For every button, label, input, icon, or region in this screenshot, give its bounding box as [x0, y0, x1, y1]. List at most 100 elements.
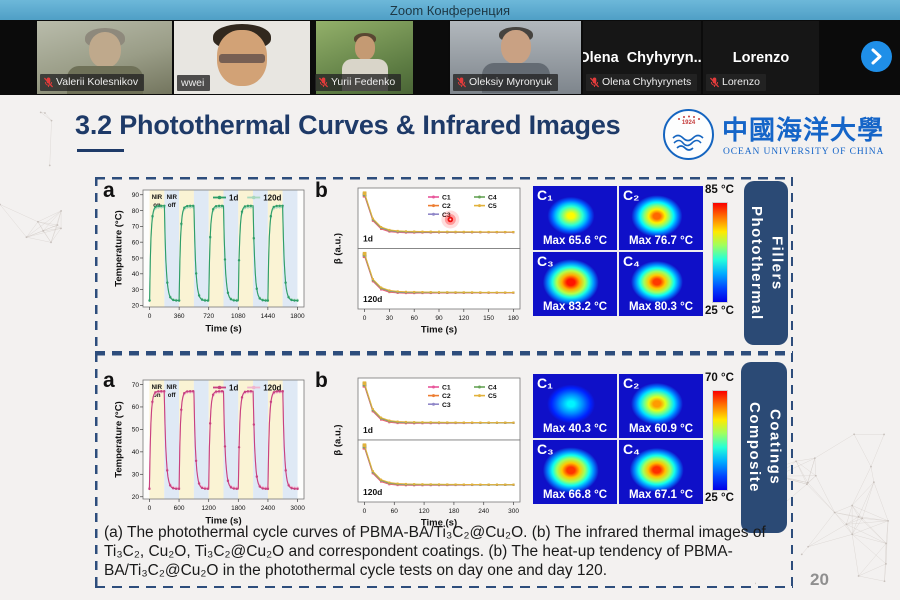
svg-text:C5: C5 [488, 203, 497, 210]
ir-cell-label: C₂ [623, 375, 640, 391]
svg-text:1d: 1d [229, 193, 238, 202]
svg-text:150: 150 [483, 315, 494, 322]
participant-tile[interactable]: wwei [174, 21, 310, 94]
logo-english-name: OCEAN UNIVERSITY OF CHINA [723, 147, 885, 157]
participant-tile[interactable]: Lorenzo Lorenzo [703, 21, 819, 94]
svg-text:60: 60 [411, 315, 419, 322]
svg-text:720: 720 [203, 313, 214, 320]
svg-text:1800: 1800 [290, 313, 305, 320]
ir-cell-label: C₁ [537, 375, 553, 391]
muted-mic-icon [710, 77, 719, 88]
svg-text:0: 0 [363, 508, 367, 515]
svg-text:C3: C3 [442, 212, 451, 219]
heat-spot [631, 195, 683, 237]
ir-max-temperature: Max 67.1 °C [628, 489, 694, 501]
svg-text:on: on [153, 393, 161, 399]
participant-tile[interactable]: Oleksiy Myronyuk [450, 21, 581, 94]
next-participants-button[interactable] [861, 41, 892, 72]
participant-tile[interactable]: Yurii Fedenko [312, 21, 448, 94]
svg-text:3000: 3000 [290, 505, 305, 512]
participant-name: Olena Chyhyrynets [602, 76, 692, 89]
panel-label-b: b [315, 179, 328, 202]
glasses [219, 54, 265, 63]
heat-spot [547, 196, 595, 236]
svg-text:600: 600 [174, 505, 185, 512]
svg-text:60: 60 [132, 239, 140, 246]
svg-text:1800: 1800 [231, 505, 246, 512]
ir-thermal-image: C₃ Max 66.8 °C [533, 440, 617, 504]
svg-text:40: 40 [132, 271, 140, 278]
figure-caption: (a) The photothermal cycle curves of PBM… [104, 524, 766, 579]
participant-name: Lorenzo [722, 76, 760, 89]
panel-label-a: a [103, 179, 115, 202]
svg-text:240: 240 [478, 508, 489, 515]
svg-text:1d: 1d [229, 383, 238, 392]
participant-tile[interactable]: Valerii Kolesnikov [37, 21, 172, 94]
ir-thermal-image: C₄ Max 67.1 °C [619, 440, 703, 504]
cycle-chart-coatings: 0 600 1200 1800 2400 3000 20 30 40 50 60 70 Time (s)… [114, 379, 305, 527]
svg-text:C3: C3 [442, 402, 451, 409]
ir-thermal-image: C₃ Max 83.2 °C [533, 252, 617, 316]
svg-text:β (a.u.): β (a.u.) [333, 424, 344, 455]
svg-text:C2: C2 [442, 393, 451, 400]
svg-text:NIR: NIR [152, 385, 163, 391]
svg-text:120: 120 [419, 508, 430, 515]
ir-thermal-image: C₂ Max 76.7 °C [619, 186, 703, 250]
logo-seal: 1924 [663, 109, 714, 160]
svg-text:120d: 120d [363, 487, 382, 497]
participant-name: Valerii Kolesnikov [56, 76, 139, 89]
svg-text:Time (s): Time (s) [421, 325, 457, 336]
participant-name-label: Lorenzo [706, 74, 766, 91]
svg-text:180: 180 [448, 508, 459, 515]
participant-name: Oleksiy Myronyuk [469, 76, 552, 89]
panel-label-b: b [315, 369, 328, 392]
svg-text:Temperature (°C): Temperature (°C) [114, 401, 125, 477]
ir-thermal-image: C₁ Max 65.6 °C [533, 186, 617, 250]
muted-mic-icon [457, 77, 466, 88]
svg-text:50: 50 [132, 427, 140, 434]
svg-text:1080: 1080 [231, 313, 246, 320]
participant-tile[interactable]: Olena Chyhyryn... Olena Chyhyrynets [583, 21, 701, 94]
logo-waves-icon [672, 115, 704, 151]
ir-image-grid-fillers: C₁ Max 65.6 °C C₂ Max 76.7 °C C₃ Max 83.2 °C C… [533, 186, 703, 316]
heat-spot [630, 382, 683, 426]
ir-max-temperature: Max 76.7 °C [628, 235, 694, 247]
page-title: 3.2 Photothermal Curves & Infrared Image… [75, 110, 621, 140]
participant-name-label: Oleksiy Myronyuk [453, 74, 558, 91]
svg-text:Time (s): Time (s) [205, 516, 241, 527]
svg-text:C4: C4 [488, 385, 497, 392]
heat-spot [546, 384, 595, 424]
svg-text:20: 20 [132, 303, 140, 310]
ir-thermal-image: C₂ Max 60.9 °C [619, 374, 703, 438]
svg-text:180: 180 [508, 315, 519, 322]
svg-text:Time (s): Time (s) [205, 324, 241, 335]
ir-max-temperature: Max 83.2 °C [542, 301, 608, 313]
ir-cell-label: C₃ [537, 441, 554, 457]
svg-text:30: 30 [132, 287, 140, 294]
svg-text:120d: 120d [263, 193, 281, 202]
svg-text:1d: 1d [363, 425, 373, 435]
section-tab-composite-coatings: Composite Coatings [741, 362, 787, 533]
logo-chinese-name: 中國海洋大學 [722, 116, 885, 146]
svg-text:off: off [168, 203, 177, 209]
svg-text:0: 0 [363, 315, 367, 322]
colorbar-max-label: 85 °C [705, 184, 734, 196]
svg-text:30: 30 [132, 472, 140, 479]
svg-text:C4: C4 [488, 195, 497, 202]
participant-name-label: Valerii Kolesnikov [40, 74, 145, 91]
svg-text:C1: C1 [442, 385, 451, 392]
svg-text:70: 70 [132, 382, 140, 389]
ir-image-grid-coatings: C₁ Max 40.3 °C C₂ Max 60.9 °C C₃ Max 66.8 °C C… [533, 374, 703, 504]
svg-text:C5: C5 [488, 393, 497, 400]
window-title: Zoom Конференция [389, 2, 511, 18]
svg-text:C1: C1 [442, 195, 451, 202]
window-titlebar[interactable]: Zoom Конференция [0, 0, 900, 20]
svg-text:90: 90 [132, 192, 140, 199]
participant-name: Yurii Fedenko [331, 76, 396, 89]
svg-text:2400: 2400 [261, 505, 276, 512]
svg-text:120d: 120d [263, 383, 281, 392]
svg-text:1440: 1440 [261, 313, 276, 320]
ir-max-temperature: Max 80.3 °C [628, 301, 694, 313]
svg-text:0: 0 [148, 505, 152, 512]
